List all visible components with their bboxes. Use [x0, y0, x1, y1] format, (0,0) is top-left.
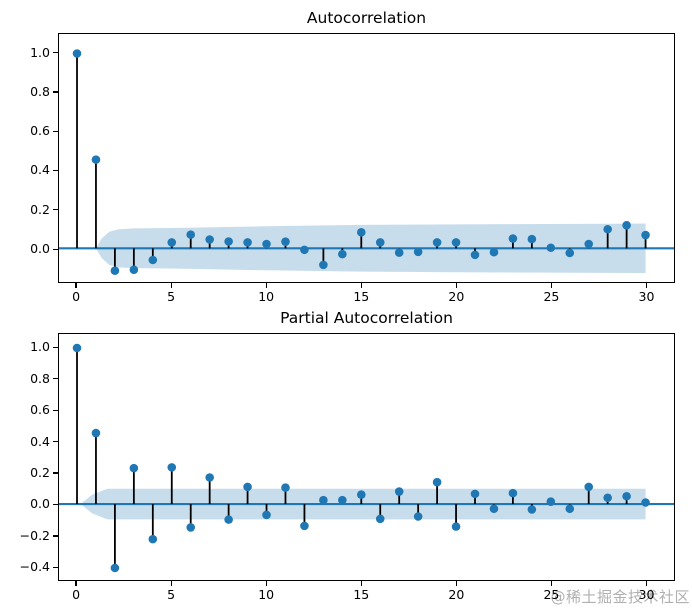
y-tick-label: 0.0: [30, 241, 50, 257]
y-tick-label: 0.4: [30, 433, 50, 449]
x-tick-mark: [75, 283, 77, 288]
y-tick-mark: [53, 130, 58, 132]
y-tick-mark: [53, 169, 58, 172]
x-tick-mark: [455, 581, 457, 586]
y-tick-label: 1.0: [30, 339, 50, 355]
y-tick-mark: [53, 91, 58, 93]
chart-canvas: [59, 49, 674, 275]
x-tick-mark: [455, 283, 457, 288]
x-tick-label: 15: [353, 587, 370, 602]
x-tick-mark: [645, 581, 648, 586]
x-tick-mark: [645, 283, 648, 288]
x-tick-label: 10: [258, 587, 275, 602]
y-tick-label: 0.8: [30, 83, 50, 99]
x-tick-label: 5: [167, 587, 176, 602]
x-tick-mark: [360, 581, 362, 586]
y-tick-label: 1.0: [30, 44, 50, 60]
watermark: @稀土掘金技术社区: [550, 588, 690, 606]
x-tick-label: 30: [638, 587, 655, 602]
y-tick-label: −0.4: [19, 559, 50, 575]
acf-axes: [58, 33, 675, 283]
y-tick-mark: [53, 472, 58, 474]
x-tick-label: 0: [72, 289, 81, 304]
y-tick-mark: [53, 209, 58, 211]
stem-lines: [76, 348, 647, 568]
y-tick-mark: [53, 378, 58, 380]
x-tick-label: 20: [448, 289, 465, 304]
y-tick-label: 0.6: [30, 402, 50, 418]
y-tick-label: 0.2: [30, 464, 50, 480]
y-tick-label: −0.2: [19, 527, 50, 543]
x-tick-label: 25: [543, 587, 560, 602]
x-tick-mark: [170, 581, 172, 586]
x-tick-label: 25: [543, 289, 560, 304]
y-tick-label: 0.0: [30, 496, 50, 512]
x-tick-mark: [265, 283, 267, 288]
y-tick-mark: [53, 346, 58, 348]
y-tick-mark: [53, 535, 58, 537]
x-tick-mark: [550, 283, 552, 288]
x-tick-label: 15: [353, 289, 370, 304]
y-tick-mark: [53, 566, 58, 568]
pacf-axes: [58, 333, 675, 581]
y-tick-label: 0.8: [30, 370, 50, 386]
y-tick-mark: [53, 248, 58, 250]
y-tick-label: 0.2: [30, 201, 50, 217]
x-tick-label: 30: [638, 289, 655, 304]
x-tick-mark: [550, 581, 552, 586]
x-tick-mark: [265, 581, 267, 586]
marker-dots: [72, 49, 650, 275]
x-tick-mark: [75, 581, 77, 586]
y-tick-mark: [53, 441, 58, 443]
chart-canvas: [59, 343, 674, 573]
y-tick-mark: [53, 409, 58, 411]
marker-dots: [72, 343, 650, 573]
x-tick-label: 0: [72, 587, 81, 602]
y-tick-mark: [53, 503, 58, 506]
y-tick-label: 0.4: [30, 162, 50, 178]
x-tick-label: 10: [258, 289, 275, 304]
x-tick-label: 5: [167, 289, 176, 304]
y-tick-label: 0.6: [30, 123, 50, 139]
pacf-title: Partial Autocorrelation: [280, 309, 453, 327]
y-tick-mark: [53, 52, 58, 54]
acf-title: Autocorrelation: [306, 9, 427, 27]
x-tick-mark: [360, 283, 362, 288]
x-tick-label: 20: [448, 587, 465, 602]
x-tick-mark: [170, 283, 172, 288]
